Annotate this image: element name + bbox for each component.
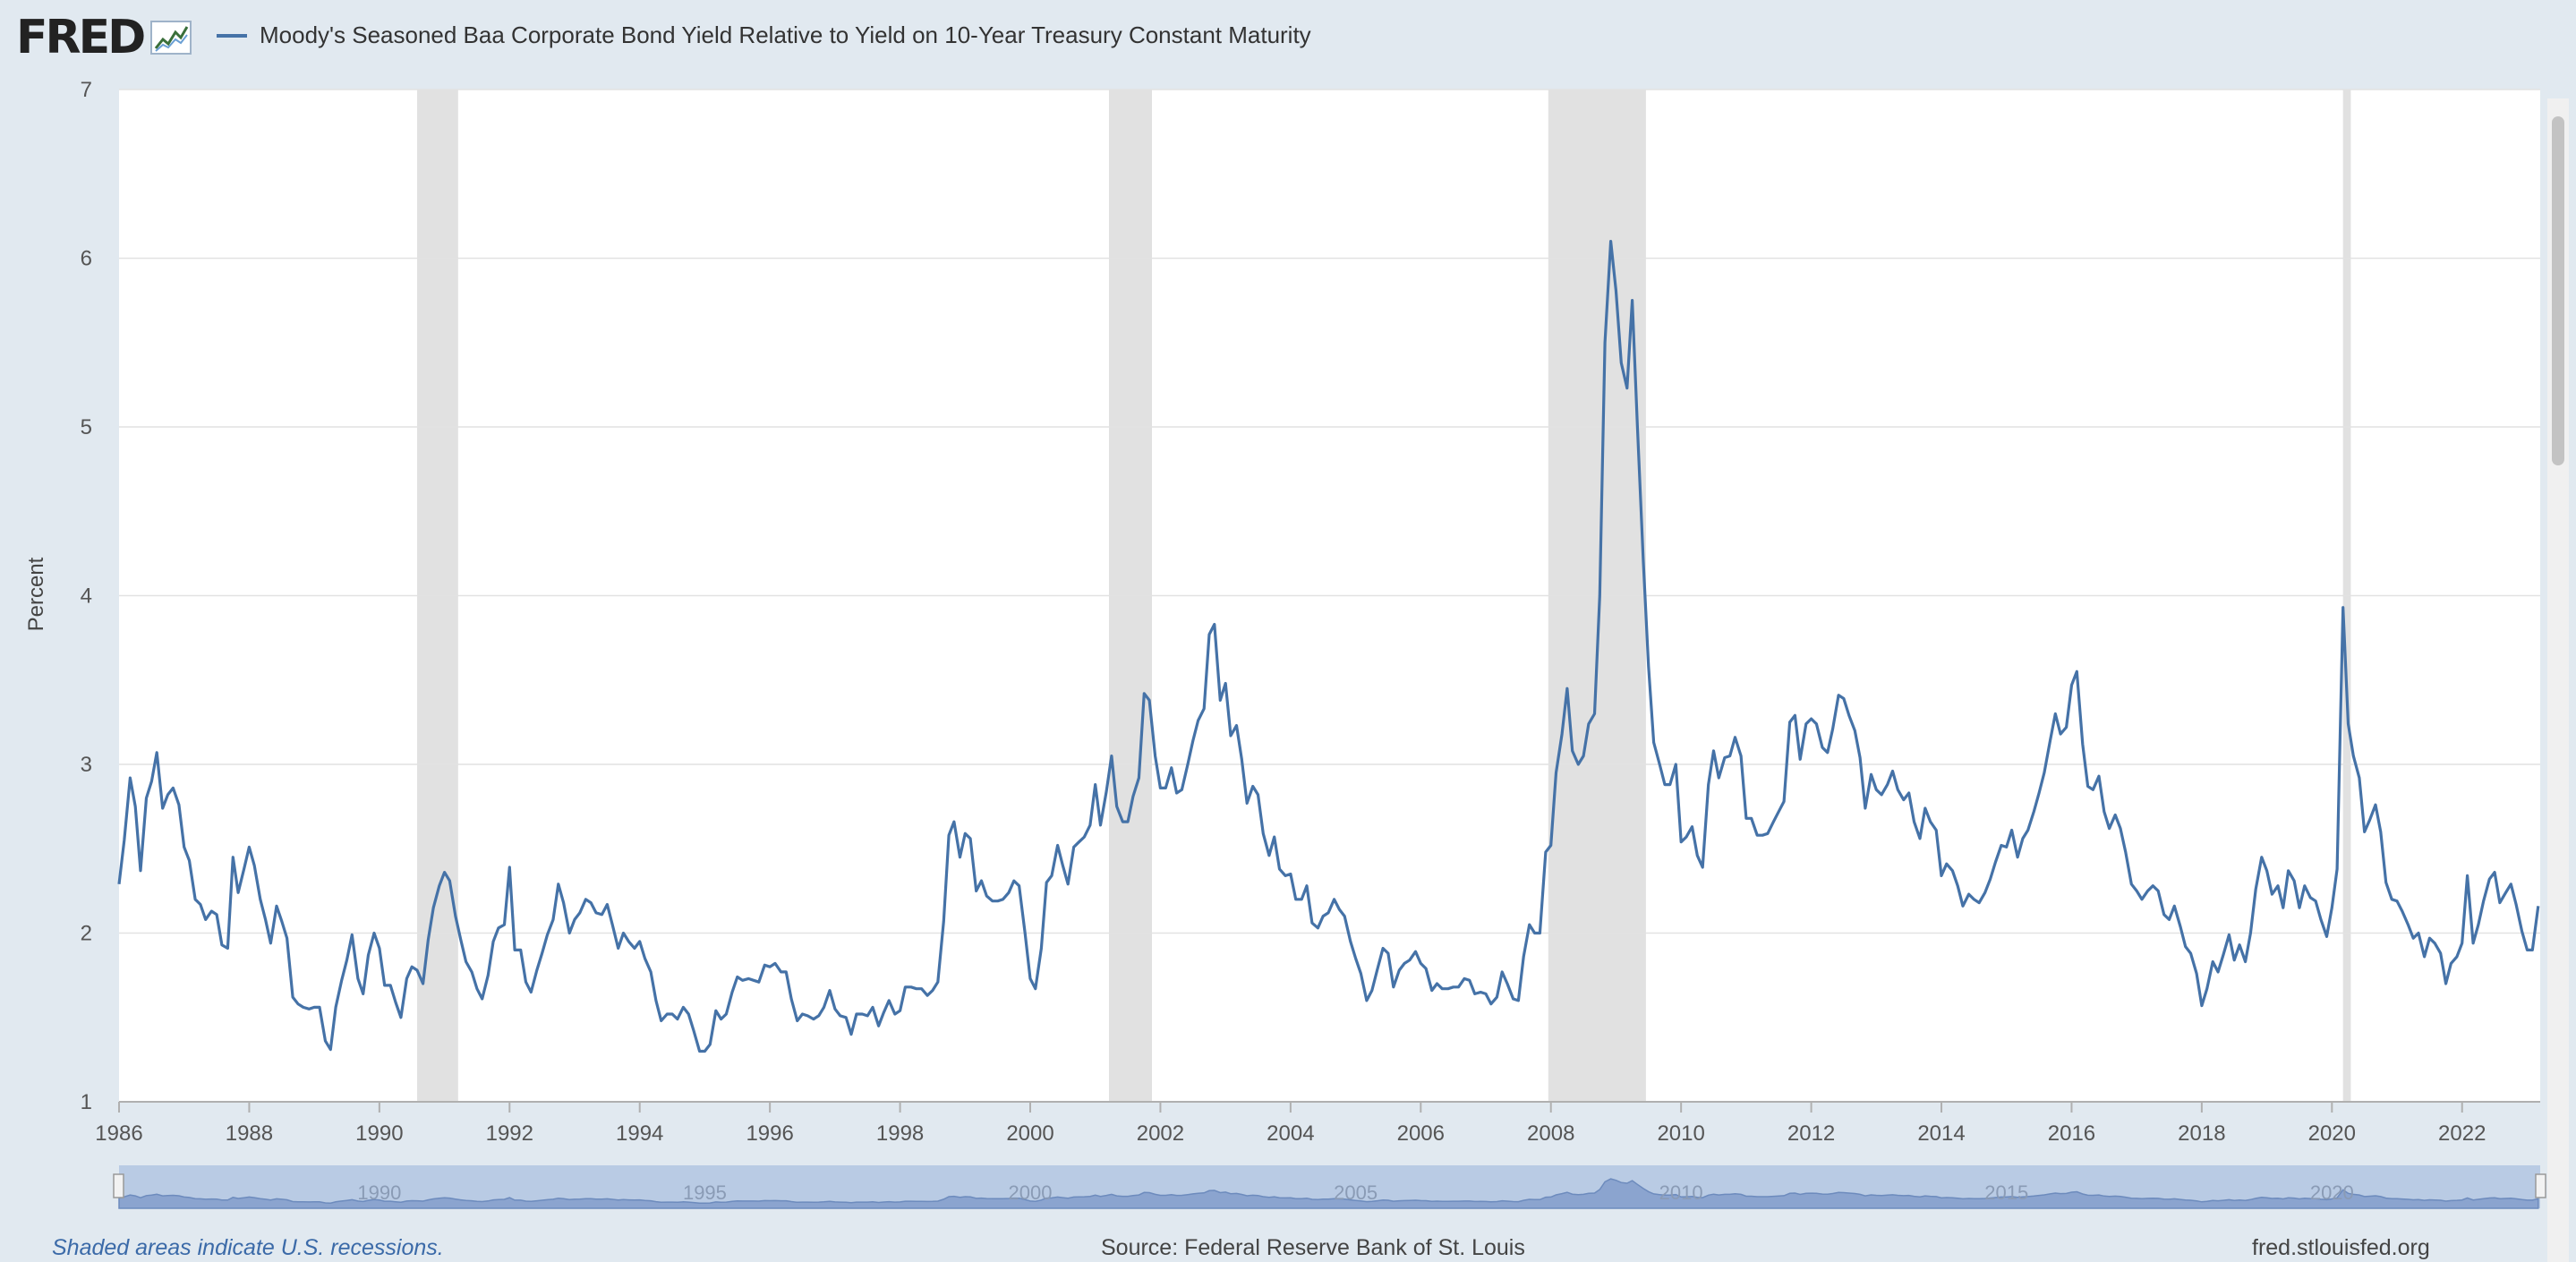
source-credit: Source: Federal Reserve Bank of St. Loui… <box>1101 1235 1525 1260</box>
y-tick-label: 2 <box>81 922 92 946</box>
recession-note: Shaded areas indicate U.S. recessions. <box>52 1235 444 1260</box>
x-tick-label: 1988 <box>226 1121 273 1146</box>
navigator-handle-left[interactable] <box>113 1173 124 1198</box>
x-tick-label: 2018 <box>2178 1121 2225 1146</box>
chart-header: FRED Moody's Seasoned Baa Corporate Bond… <box>0 0 2576 75</box>
navigator-year-label: 2005 <box>1334 1181 1378 1204</box>
y-tick-label: 5 <box>81 415 92 439</box>
range-navigator[interactable]: 1990 1995 2000 2005 2010 2015 2020 <box>113 1165 2546 1209</box>
navigator-year-label: 2015 <box>1984 1181 2028 1204</box>
navigator-year-label: 1990 <box>357 1181 401 1204</box>
navigator-year-label: 1995 <box>683 1181 727 1204</box>
series-title: Moody's Seasoned Baa Corporate Bond Yiel… <box>260 21 1311 48</box>
x-tick-label: 2008 <box>1527 1121 1574 1146</box>
navigator-area <box>118 1178 2539 1209</box>
scrollbar-thumb[interactable] <box>2552 116 2564 465</box>
series-line[interactable] <box>117 240 2540 1053</box>
x-tick-label: 2016 <box>2048 1121 2095 1146</box>
y-tick-label: 4 <box>81 584 92 609</box>
x-tick-label: 2000 <box>1006 1121 1053 1146</box>
line-chart-icon <box>150 21 192 55</box>
legend-swatch <box>217 33 247 38</box>
navigator-year-label: 2010 <box>1659 1181 1703 1204</box>
x-tick-label: 2020 <box>2308 1121 2356 1146</box>
navigator-handle-right[interactable] <box>2535 1173 2546 1198</box>
site-link[interactable]: fred.stlouisfed.org <box>2252 1235 2430 1260</box>
navigator-year-label: 2020 <box>2310 1181 2354 1204</box>
x-tick-label: 1990 <box>355 1121 403 1146</box>
y-tick-label: 7 <box>81 78 92 102</box>
x-tick-label: 2022 <box>2438 1121 2486 1146</box>
x-tick-label: 2004 <box>1267 1121 1314 1146</box>
x-tick-label: 2006 <box>1397 1121 1445 1146</box>
grid-lines <box>119 89 2540 1103</box>
fred-logo[interactable]: FRED <box>16 9 192 66</box>
chart-legend[interactable]: Moody's Seasoned Baa Corporate Bond Yiel… <box>217 21 1311 49</box>
x-tick-label: 1994 <box>616 1121 663 1146</box>
chart-area: 1 2 3 4 5 6 7 1986 1988 1990 1992 1994 1996 1998 2000… <box>24 78 2546 1209</box>
navigator-year-label: 2000 <box>1009 1181 1053 1204</box>
x-tick-label: 1998 <box>876 1121 924 1146</box>
y-tick-label: 3 <box>81 753 92 777</box>
x-axis-ticks: 1986 1988 1990 1992 1994 1996 1998 2000 2002 2004… <box>95 1102 2486 1146</box>
x-tick-label: 2002 <box>1137 1121 1184 1146</box>
x-tick-label: 1992 <box>486 1121 533 1146</box>
y-tick-label: 1 <box>81 1090 92 1114</box>
y-tick-label: 6 <box>81 247 92 271</box>
x-tick-label: 1996 <box>746 1121 793 1146</box>
x-tick-label: 2014 <box>1917 1121 1965 1146</box>
fred-logo-text: FRED <box>16 11 146 64</box>
y-axis-ticks: 1 2 3 4 5 6 7 <box>81 78 92 1114</box>
navigator-labels: 1990 1995 2000 2005 2010 2015 2020 <box>357 1181 2353 1204</box>
y-axis-label: Percent <box>24 557 48 631</box>
x-tick-label: 2012 <box>1787 1121 1835 1146</box>
x-tick-label: 1986 <box>95 1121 142 1146</box>
x-tick-label: 2010 <box>1657 1121 1704 1146</box>
